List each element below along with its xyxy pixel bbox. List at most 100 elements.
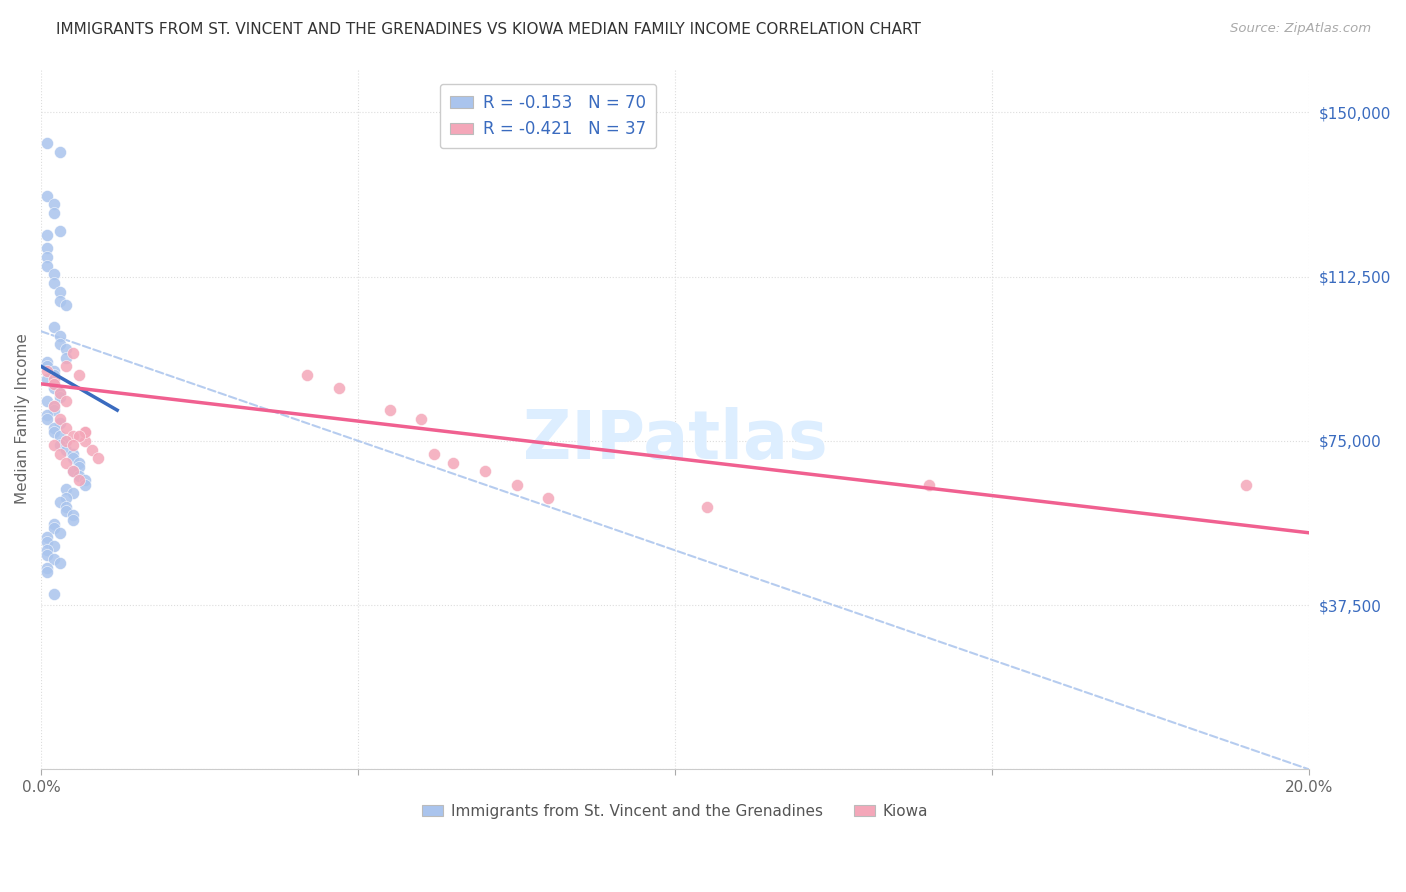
Point [474,465,496,479]
Point [55,434,77,448]
Point [37,561,59,575]
Point [37,408,59,422]
Point [42,268,65,282]
Point [37,412,59,426]
Point [49,293,72,308]
Point [49,385,72,400]
Point [37,188,59,202]
Point [55,351,77,365]
Point [42,587,65,601]
Point [67,468,90,483]
Point [37,394,59,409]
Point [62,447,84,461]
Point [67,460,90,475]
Point [42,403,65,417]
Point [75,477,97,491]
Point [55,359,77,374]
Point [441,456,464,470]
Point [37,250,59,264]
Y-axis label: Median Family Income: Median Family Income [15,334,30,504]
Point [537,491,560,505]
Point [297,368,319,383]
Point [49,557,72,571]
Point [917,477,939,491]
Point [49,412,72,426]
Point [42,438,65,452]
Point [42,364,65,378]
Point [37,364,59,378]
Point [42,399,65,413]
Point [49,525,72,540]
Point [62,513,84,527]
Point [37,241,59,255]
Point [696,500,718,514]
Legend: Immigrants from St. Vincent and the Grenadines, Kiowa: Immigrants from St. Vincent and the Gren… [416,797,934,825]
Point [328,381,350,395]
Point [37,355,59,369]
Point [67,473,90,487]
Point [42,276,65,290]
Point [55,298,77,312]
Point [62,486,84,500]
Point [80,442,103,457]
Point [75,434,97,448]
Point [37,136,59,150]
Point [62,508,84,523]
Point [75,425,97,439]
Point [37,543,59,558]
Point [42,539,65,553]
Point [42,368,65,383]
Point [37,259,59,273]
Point [378,403,401,417]
Point [42,206,65,220]
Point [49,438,72,452]
Point [42,516,65,531]
Point [62,346,84,360]
Point [37,372,59,386]
Point [55,504,77,518]
Point [62,429,84,443]
Point [55,434,77,448]
Point [55,500,77,514]
Point [37,227,59,242]
Point [42,521,65,535]
Point [49,417,72,431]
Point [49,145,72,159]
Point [42,376,65,391]
Point [55,482,77,496]
Point [37,359,59,374]
Point [49,328,72,343]
Point [49,390,72,404]
Point [42,372,65,386]
Point [49,337,72,351]
Point [37,530,59,544]
Point [55,342,77,356]
Point [67,429,90,443]
Point [62,465,84,479]
Point [62,451,84,466]
Point [55,456,77,470]
Point [37,534,59,549]
Point [49,385,72,400]
Point [1234,477,1257,491]
Text: IMMIGRANTS FROM ST. VINCENT AND THE GRENADINES VS KIOWA MEDIAN FAMILY INCOME COR: IMMIGRANTS FROM ST. VINCENT AND THE GREN… [56,22,921,37]
Point [55,420,77,434]
Text: ZIPatlas: ZIPatlas [523,407,827,473]
Point [42,320,65,334]
Point [411,412,433,426]
Point [49,429,72,443]
Point [55,491,77,505]
Point [423,447,446,461]
Point [55,394,77,409]
Point [42,552,65,566]
Point [75,425,97,439]
Point [37,565,59,579]
Point [87,451,110,466]
Point [42,399,65,413]
Point [49,447,72,461]
Point [42,197,65,211]
Point [49,285,72,299]
Text: Source: ZipAtlas.com: Source: ZipAtlas.com [1230,22,1371,36]
Point [42,381,65,395]
Point [49,495,72,509]
